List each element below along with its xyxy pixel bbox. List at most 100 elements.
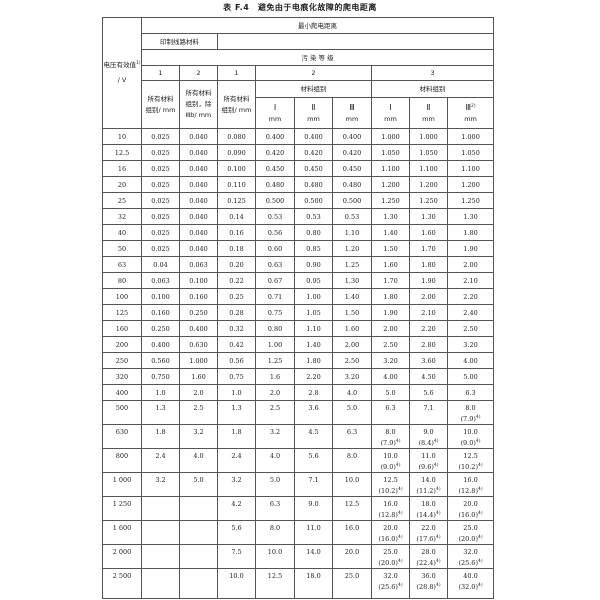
- creepage-cell: 1.200: [409, 176, 448, 193]
- table-row: 32 0.025 0.040 0.14 0.53 0.53 0.53 1.30 1.30 1.30: [102, 208, 495, 225]
- creepage-cell: 18.0 (14.4)4): [409, 496, 448, 521]
- table-row: 2 500 10.0 12.5 18.0 25.0 32.0 (25.6)4) 36.0 (28…: [102, 568, 495, 599]
- cell-value: 22.0: [421, 524, 436, 532]
- creepage-cell: 0.480: [294, 176, 333, 193]
- table-title: 表 F.4 避免由于电痕化故障的爬电距离: [223, 3, 377, 12]
- creepage-cell: 9.0: [294, 496, 333, 521]
- creepage-cell: 10.0 (9.0)4): [371, 448, 410, 473]
- creepage-cell: 1.50: [371, 240, 410, 257]
- creepage-cell: 0.110: [217, 176, 256, 193]
- cell-value: 0.630: [189, 340, 208, 349]
- creepage-cell: 0.53: [294, 208, 333, 225]
- cell-value: 0.28: [229, 308, 244, 317]
- cell-value: 0.53: [267, 212, 283, 221]
- cell-value: 2.20: [463, 292, 478, 301]
- voltage-cell: 100: [102, 288, 142, 305]
- creepage-cell: 40.0 (32.0)4): [446, 568, 495, 599]
- creepage-cell: 0.42: [217, 336, 256, 353]
- pcb-material-header: 印制线路材料: [141, 33, 218, 50]
- creepage-cell: 0.75: [217, 368, 256, 385]
- cell-value: 1.050: [419, 148, 438, 157]
- cell-value: 0.560: [151, 356, 170, 365]
- cell-value: 0.090: [227, 148, 246, 157]
- creepage-cell: [179, 496, 218, 521]
- creepage-cell: 8.0: [332, 448, 372, 473]
- cell-value: 0.500: [265, 196, 285, 205]
- table-row: 500 1.3 2.5 1.3 2.5 3.6 5.0 6.3 7.1 8.0 (7.9)4): [102, 400, 495, 425]
- creepage-cell: 0.025: [141, 128, 180, 145]
- cell-value: 6.3: [269, 500, 281, 508]
- table-row: 12.5 0.025 0.040 0.090 0.420 0.420 0.420 1.050 1…: [102, 144, 495, 161]
- cell-value: 1.10: [306, 324, 321, 333]
- cell-value: 16.0: [463, 476, 478, 484]
- voltage-cell: 160: [102, 320, 142, 337]
- creepage-cell: 5.0: [371, 384, 410, 401]
- cell-value: 5.00: [463, 372, 478, 381]
- creepage-cell: 0.040: [179, 192, 218, 209]
- creepage-cell: 2.00: [332, 336, 372, 353]
- cell-value: 10.0: [229, 572, 244, 580]
- creepage-cell: 0.630: [179, 336, 218, 353]
- cell-value: 4.0: [193, 452, 204, 460]
- creepage-cell: 0.040: [179, 224, 218, 241]
- creepage-cell: 4.2: [217, 496, 256, 521]
- cell-value: 0.450: [265, 164, 285, 173]
- table-row: 20 0.025 0.040 0.110 0.480 0.480 0.480 1.200 1.2…: [102, 176, 495, 193]
- creepage-cell: 4.00: [446, 352, 495, 369]
- cell-value: 12.5: [344, 500, 360, 508]
- cell-value: 6.3: [465, 388, 476, 397]
- cell-value: 1.70: [421, 244, 436, 253]
- cell-value: 0.025: [151, 244, 170, 253]
- cell-value: 0.90: [306, 260, 321, 269]
- cell-value: 4.0: [346, 388, 358, 397]
- cell-alt-value: (32.0): [458, 583, 478, 591]
- creepage-cell: 1.90: [446, 240, 495, 257]
- creepage-cell: 0.420: [294, 144, 333, 161]
- cell-value: 1.250: [381, 196, 400, 205]
- cell-value: 2.5: [193, 404, 204, 412]
- cell-value: 9.0: [308, 500, 319, 508]
- creepage-cell: 18.0: [294, 568, 333, 599]
- creepage-cell: 0.063: [179, 256, 218, 273]
- creepage-cell: 7.1: [409, 400, 448, 425]
- cell-value: 9.0: [423, 428, 434, 436]
- cell-value: 3.2: [231, 476, 242, 484]
- cell-value: 0.080: [227, 132, 246, 141]
- cell-value: 12.5: [267, 572, 283, 580]
- cell-value: 0.04: [153, 260, 168, 269]
- creepage-cell: 0.025: [141, 144, 180, 161]
- cell-value: 3.60: [421, 356, 436, 365]
- footnote-mark: 4): [477, 511, 483, 516]
- cell-value: 4.5: [308, 428, 319, 436]
- cell-value: 4.50: [421, 372, 436, 381]
- cell-value: 0.420: [265, 148, 285, 157]
- cell-value: 0.71: [267, 292, 283, 301]
- creepage-cell: 2.00: [371, 320, 410, 337]
- creepage-cell: 0.500: [294, 192, 333, 209]
- unit-label: mm: [464, 114, 477, 123]
- cell-value: 12.5: [463, 452, 478, 460]
- creepage-cell: 0.560: [141, 352, 180, 369]
- cell-value: 10.0: [463, 428, 478, 436]
- cell-alt-value: (9.0): [380, 463, 396, 471]
- cell-value: 8.0: [346, 452, 358, 460]
- all-groups-except-header: 所有材料组别，除Ⅲb/ mm: [179, 80, 218, 129]
- footnote-mark: 4): [435, 583, 441, 588]
- creepage-cell: 25.0 (20.0)4): [446, 520, 495, 545]
- footnote-mark: 4): [435, 535, 441, 540]
- table-row: 630 1.8 3.2 1.8 3.2 4.5 6.3 8.0 (7.9)4) 9.0 (8.4)4…: [102, 424, 495, 449]
- cell-value: 25.0: [344, 572, 360, 580]
- creepage-cell: 1.50: [332, 304, 372, 321]
- creepage-cell: 1.050: [409, 144, 448, 161]
- creepage-cell: 1.80: [371, 288, 410, 305]
- cell-value: 1.60: [344, 324, 360, 333]
- cell-value: 0.750: [151, 372, 170, 381]
- cell-value: 5.6: [308, 452, 319, 460]
- voltage-cell: 320: [102, 368, 142, 385]
- creepage-cell: 22.0 (17.6)4): [409, 520, 448, 545]
- creepage-cell: 2.5: [255, 400, 295, 425]
- cell-value: 40.0: [463, 572, 478, 580]
- cell-value: 2.0: [269, 388, 281, 397]
- empty-header-cell: [216, 33, 495, 50]
- cell-value: 5.0: [193, 476, 204, 484]
